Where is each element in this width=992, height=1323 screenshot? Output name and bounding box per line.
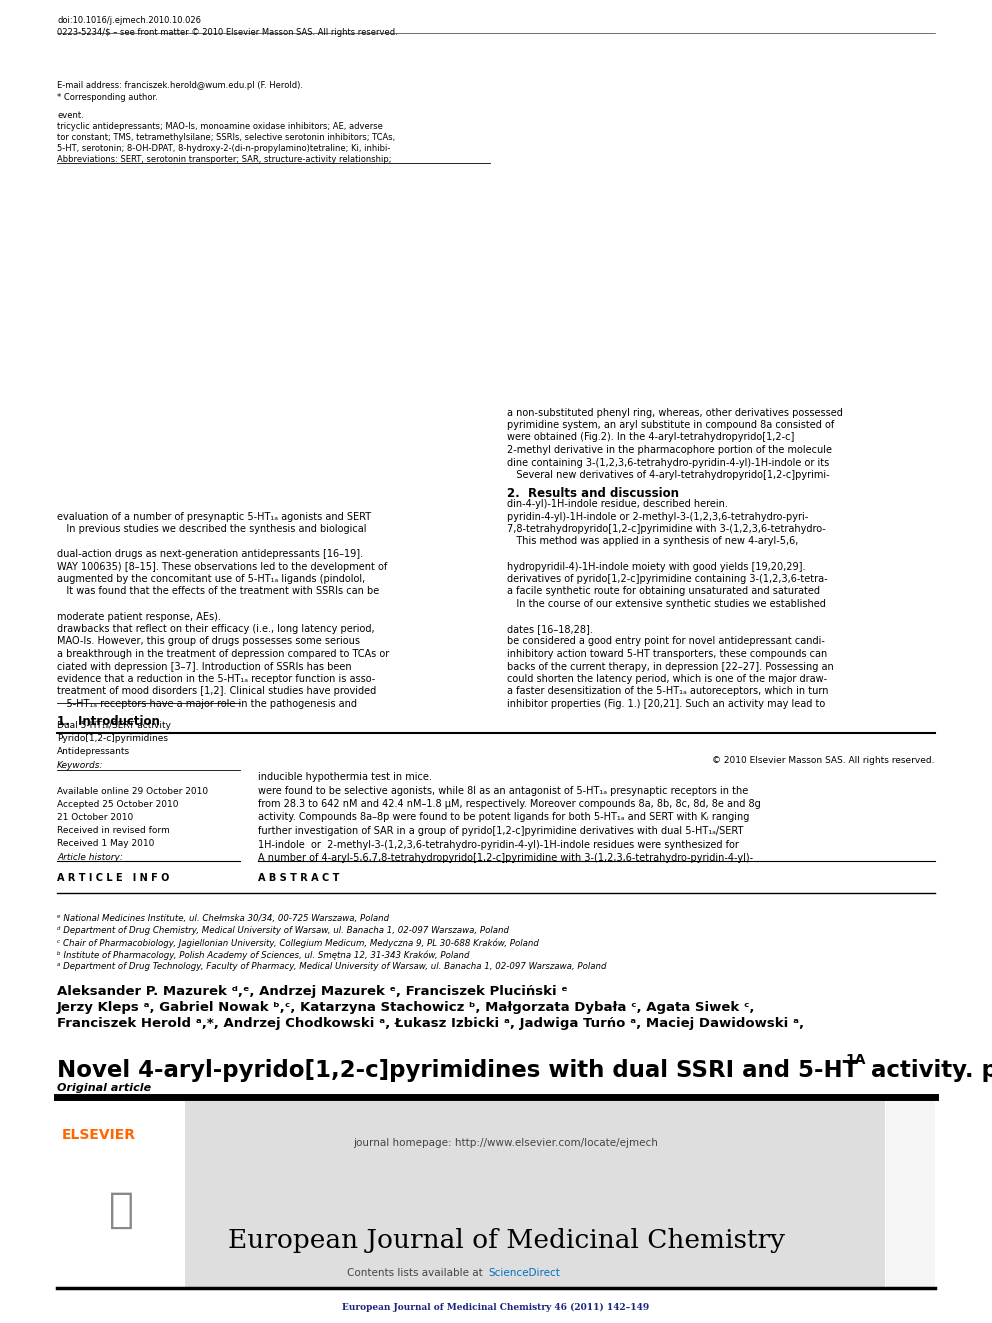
Text: hydropyridil-4)-1H-indole moiety with good yields [19,20,29].: hydropyridil-4)-1H-indole moiety with go… bbox=[507, 561, 806, 572]
Text: could shorten the latency period, which is one of the major draw-: could shorten the latency period, which … bbox=[507, 673, 827, 684]
Text: Received 1 May 2010: Received 1 May 2010 bbox=[57, 839, 155, 848]
Text: evidence that a reduction in the 5-HT₁ₐ receptor function is asso-: evidence that a reduction in the 5-HT₁ₐ … bbox=[57, 673, 375, 684]
Bar bbox=[888, 1098, 934, 1287]
Text: Novel 4-aryl-pyrido[1,2-c]pyrimidines with dual SSRI and 5-HT: Novel 4-aryl-pyrido[1,2-c]pyrimidines wi… bbox=[57, 1058, 858, 1082]
Text: were obtained (Fig.2). In the 4-aryl-tetrahydropyrido[1,2-c]: were obtained (Fig.2). In the 4-aryl-tet… bbox=[507, 433, 795, 442]
Text: from 28.3 to 642 nM and 42.4 nM–1.8 μM, respectively. Moreover compounds 8a, 8b,: from 28.3 to 642 nM and 42.4 nM–1.8 μM, … bbox=[258, 799, 761, 808]
Text: 1H-indole  or  2-methyl-3-(1,2,3,6-tetrahydro-pyridin-4-yl)-1H-indole residues w: 1H-indole or 2-methyl-3-(1,2,3,6-tetrahy… bbox=[258, 840, 739, 849]
Text: Franciszek Herold ᵃ,*, Andrzej Chodkowski ᵃ, Łukasz Izbicki ᵃ, Jadwiga Turńo ᵃ, : Franciszek Herold ᵃ,*, Andrzej Chodkowsk… bbox=[57, 1017, 805, 1031]
Text: journal homepage: http://www.elsevier.com/locate/ejmech: journal homepage: http://www.elsevier.co… bbox=[353, 1138, 659, 1148]
Text: backs of the current therapy, in depression [22–27]. Possessing an: backs of the current therapy, in depress… bbox=[507, 662, 833, 672]
Bar bbox=[57, 1098, 185, 1287]
Text: Article history:: Article history: bbox=[57, 853, 123, 863]
Text: were found to be selective agonists, while 8l as an antagonist of 5-HT₁ₐ presyna: were found to be selective agonists, whi… bbox=[258, 786, 748, 795]
Text: European Journal of Medicinal Chemistry 46 (2011) 142–149: European Journal of Medicinal Chemistry … bbox=[342, 1303, 650, 1312]
Text: 1A: 1A bbox=[845, 1053, 865, 1068]
Text: activity. Compounds 8a–8p were found to be potent ligands for both 5-HT₁ₐ and SE: activity. Compounds 8a–8p were found to … bbox=[258, 812, 749, 823]
Text: a breakthrough in the treatment of depression compared to TCAs or: a breakthrough in the treatment of depre… bbox=[57, 650, 389, 659]
Bar bbox=[185, 1098, 885, 1287]
Text: be considered a good entry point for novel antidepressant candi-: be considered a good entry point for nov… bbox=[507, 636, 825, 647]
Text: In previous studies we described the synthesis and biological: In previous studies we described the syn… bbox=[57, 524, 366, 534]
Text: E-mail address: franciszek.herold@wum.edu.pl (F. Herold).: E-mail address: franciszek.herold@wum.ed… bbox=[57, 81, 303, 90]
Text: a facile synthetic route for obtaining unsaturated and saturated: a facile synthetic route for obtaining u… bbox=[507, 586, 820, 597]
Text: Aleksander P. Mazurek ᵈ,ᵉ, Andrzej Mazurek ᵉ, Franciszek Pluciński ᵉ: Aleksander P. Mazurek ᵈ,ᵉ, Andrzej Mazur… bbox=[57, 986, 567, 998]
Text: Antidepressants: Antidepressants bbox=[57, 747, 130, 755]
Text: dates [16–18,28].: dates [16–18,28]. bbox=[507, 624, 593, 634]
Text: 7,8-tetrahydropyrido[1,2-c]pyrimidine with 3-(1,2,3,6-tetrahydro-: 7,8-tetrahydropyrido[1,2-c]pyrimidine wi… bbox=[507, 524, 825, 534]
Text: ᶜ Chair of Pharmacobiology, Jagiellonian University, Collegium Medicum, Medyczna: ᶜ Chair of Pharmacobiology, Jagiellonian… bbox=[57, 938, 539, 947]
Bar bbox=[57, 1132, 185, 1287]
Text: A B S T R A C T: A B S T R A C T bbox=[258, 873, 339, 882]
Text: Abbreviations: SERT, serotonin transporter; SAR, structure-activity relationship: Abbreviations: SERT, serotonin transport… bbox=[57, 155, 392, 164]
Text: WAY 100635) [8–15]. These observations led to the development of: WAY 100635) [8–15]. These observations l… bbox=[57, 561, 387, 572]
Text: dual-action drugs as next-generation antidepressants [16–19].: dual-action drugs as next-generation ant… bbox=[57, 549, 363, 560]
Text: 🌳: 🌳 bbox=[108, 1189, 134, 1230]
Text: ELSEVIER: ELSEVIER bbox=[62, 1129, 136, 1142]
Text: * Corresponding author.: * Corresponding author. bbox=[57, 93, 158, 102]
Text: 5-HT, serotonin; 8-OH-DPAT, 8-hydroxy-2-(di-n-propylamino)tetraline; Ki, inhibi-: 5-HT, serotonin; 8-OH-DPAT, 8-hydroxy-2-… bbox=[57, 144, 391, 153]
Text: Keywords:: Keywords: bbox=[57, 761, 103, 770]
Text: event.: event. bbox=[57, 111, 83, 120]
Text: ciated with depression [3–7]. Introduction of SSRIs has been: ciated with depression [3–7]. Introducti… bbox=[57, 662, 351, 672]
Text: tor constant; TMS, tetramethylsilane; SSRIs, selective serotonin inhibitors; TCA: tor constant; TMS, tetramethylsilane; SS… bbox=[57, 134, 395, 142]
Text: ᵇ Institute of Pharmacology, Polish Academy of Sciences, ul. Smętna 12, 31-343 K: ᵇ Institute of Pharmacology, Polish Acad… bbox=[57, 950, 469, 959]
Text: augmented by the concomitant use of 5-HT₁ₐ ligands (pindolol,: augmented by the concomitant use of 5-HT… bbox=[57, 574, 365, 583]
Text: Jerzy Kleps ᵃ, Gabriel Nowak ᵇ,ᶜ, Katarzyna Stachowicz ᵇ, Małgorzata Dybała ᶜ, A: Jerzy Kleps ᵃ, Gabriel Nowak ᵇ,ᶜ, Katarz… bbox=[57, 1002, 756, 1013]
Text: doi:10.1016/j.ejmech.2010.10.026: doi:10.1016/j.ejmech.2010.10.026 bbox=[57, 16, 201, 25]
Text: activity. part 3: activity. part 3 bbox=[863, 1058, 992, 1082]
Text: It was found that the effects of the treatment with SSRIs can be: It was found that the effects of the tre… bbox=[57, 586, 379, 597]
Bar bbox=[886, 1098, 935, 1287]
Text: 1.  Introduction: 1. Introduction bbox=[57, 714, 160, 728]
Text: This method was applied in a synthesis of new 4-aryl-5,6,: This method was applied in a synthesis o… bbox=[507, 537, 799, 546]
Text: Contents lists available at: Contents lists available at bbox=[347, 1267, 486, 1278]
Text: 5-HT₁ₐ receptors have a major role in the pathogenesis and: 5-HT₁ₐ receptors have a major role in th… bbox=[57, 699, 357, 709]
Text: Accepted 25 October 2010: Accepted 25 October 2010 bbox=[57, 800, 179, 808]
Text: In the course of our extensive synthetic studies we established: In the course of our extensive synthetic… bbox=[507, 599, 826, 609]
Text: ScienceDirect: ScienceDirect bbox=[488, 1267, 559, 1278]
Text: 2-methyl derivative in the pharmacophore portion of the molecule: 2-methyl derivative in the pharmacophore… bbox=[507, 445, 832, 455]
Text: © 2010 Elsevier Masson SAS. All rights reserved.: © 2010 Elsevier Masson SAS. All rights r… bbox=[712, 755, 935, 765]
Text: ᵉ National Medicines Institute, ul. Chełmska 30/34, 00-725 Warszawa, Poland: ᵉ National Medicines Institute, ul. Cheł… bbox=[57, 914, 389, 923]
Text: European Journal of Medicinal Chemistry: European Journal of Medicinal Chemistry bbox=[227, 1228, 785, 1253]
Text: MAO-Is. However, this group of drugs possesses some serious: MAO-Is. However, this group of drugs pos… bbox=[57, 636, 360, 647]
Bar bbox=[888, 1098, 935, 1287]
Text: tricyclic antidepressants; MAO-Is, monoamine oxidase inhibitors; AE, adverse: tricyclic antidepressants; MAO-Is, monoa… bbox=[57, 122, 383, 131]
Bar bbox=[57, 1132, 185, 1287]
Text: inhibitory action toward 5-HT transporters, these compounds can: inhibitory action toward 5-HT transporte… bbox=[507, 650, 827, 659]
Text: treatment of mood disorders [1,2]. Clinical studies have provided: treatment of mood disorders [1,2]. Clini… bbox=[57, 687, 376, 696]
Text: ᵃ Department of Drug Technology, Faculty of Pharmacy, Medical University of Wars: ᵃ Department of Drug Technology, Faculty… bbox=[57, 962, 606, 971]
Text: Original article: Original article bbox=[57, 1084, 151, 1093]
Text: inhibitor properties (Fig. 1.) [20,21]. Such an activity may lead to: inhibitor properties (Fig. 1.) [20,21]. … bbox=[507, 699, 825, 709]
Text: Several new derivatives of 4-aryl-tetrahydropyrido[1,2-c]pyrimi-: Several new derivatives of 4-aryl-tetrah… bbox=[507, 470, 829, 480]
Text: 0223-5234/$ – see front matter © 2010 Elsevier Masson SAS. All rights reserved.: 0223-5234/$ – see front matter © 2010 El… bbox=[57, 28, 398, 37]
Text: derivatives of pyrido[1,2-c]pyrimidine containing 3-(1,2,3,6-tetra-: derivatives of pyrido[1,2-c]pyrimidine c… bbox=[507, 574, 827, 583]
Text: further investigation of SAR in a group of pyrido[1,2-c]pyrimidine derivatives w: further investigation of SAR in a group … bbox=[258, 826, 743, 836]
Text: evaluation of a number of presynaptic 5-HT₁ₐ agonists and SERT: evaluation of a number of presynaptic 5-… bbox=[57, 512, 371, 521]
Text: 21 October 2010: 21 October 2010 bbox=[57, 814, 133, 822]
Text: pyrimidine system, an aryl substitute in compound 8a consisted of: pyrimidine system, an aryl substitute in… bbox=[507, 419, 834, 430]
Text: moderate patient response, AEs).: moderate patient response, AEs). bbox=[57, 611, 221, 622]
Text: a non-substituted phenyl ring, whereas, other derivatives possessed: a non-substituted phenyl ring, whereas, … bbox=[507, 407, 843, 418]
Text: drawbacks that reflect on their efficacy (i.e., long latency period,: drawbacks that reflect on their efficacy… bbox=[57, 624, 375, 634]
Text: pyridin-4-yl)-1H-indole or 2-methyl-3-(1,2,3,6-tetrahydro-pyri-: pyridin-4-yl)-1H-indole or 2-methyl-3-(1… bbox=[507, 512, 808, 521]
Text: Received in revised form: Received in revised form bbox=[57, 826, 170, 835]
Text: Dual 5-HT₁ₐ/SERT activity: Dual 5-HT₁ₐ/SERT activity bbox=[57, 721, 171, 730]
Text: A number of 4-aryl-5,6,7,8-tetrahydropyrido[1,2-c]pyrimidine with 3-(1,2,3,6-tet: A number of 4-aryl-5,6,7,8-tetrahydropyr… bbox=[258, 853, 753, 863]
Text: Pyrido[1,2-c]pyrimidines: Pyrido[1,2-c]pyrimidines bbox=[57, 734, 168, 744]
Text: inducible hypothermia test in mice.: inducible hypothermia test in mice. bbox=[258, 773, 432, 782]
Text: Available online 29 October 2010: Available online 29 October 2010 bbox=[57, 787, 208, 796]
Text: din-4-yl)-1H-indole residue, described herein.: din-4-yl)-1H-indole residue, described h… bbox=[507, 499, 728, 509]
Text: A R T I C L E   I N F O: A R T I C L E I N F O bbox=[57, 873, 170, 882]
Text: ᵈ Department of Drug Chemistry, Medical University of Warsaw, ul. Banacha 1, 02-: ᵈ Department of Drug Chemistry, Medical … bbox=[57, 926, 509, 935]
Text: a faster desensitization of the 5-HT₁ₐ autoreceptors, which in turn: a faster desensitization of the 5-HT₁ₐ a… bbox=[507, 687, 828, 696]
Text: 2.  Results and discussion: 2. Results and discussion bbox=[507, 487, 679, 500]
Text: dine containing 3-(1,2,3,6-tetrahydro-pyridin-4-yl)-1H-indole or its: dine containing 3-(1,2,3,6-tetrahydro-py… bbox=[507, 458, 829, 467]
